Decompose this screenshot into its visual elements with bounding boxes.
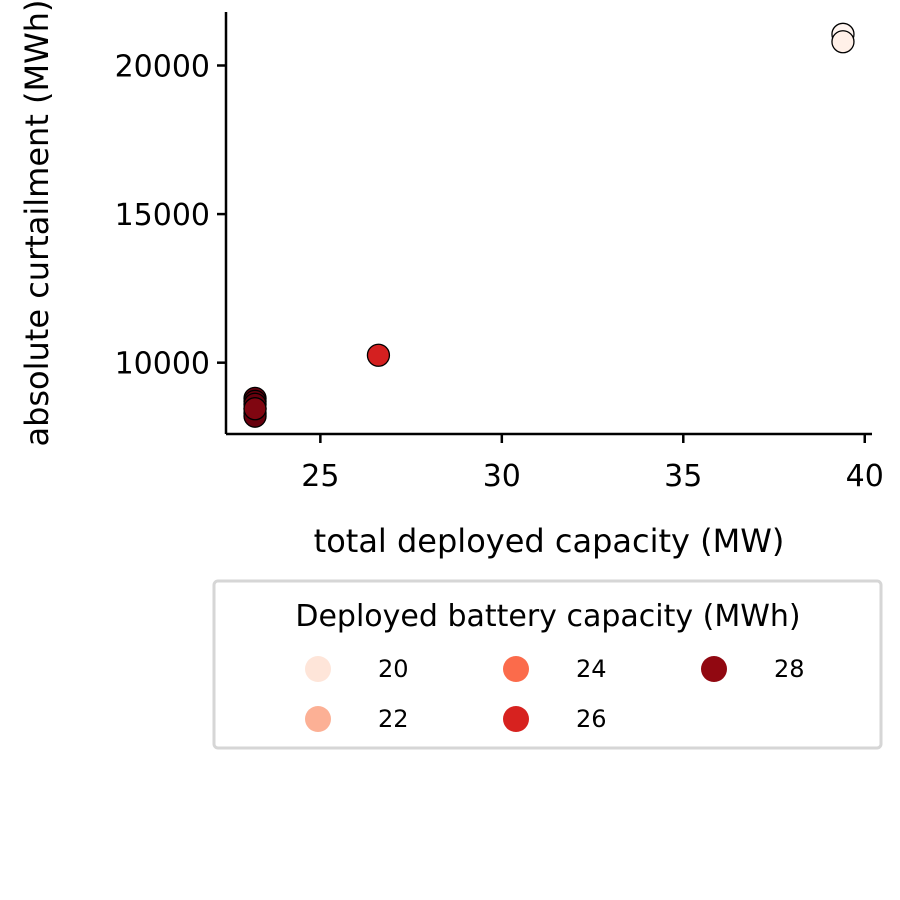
- y-ticks: 10000 15000 20000: [115, 49, 226, 382]
- legend-label: 20: [378, 655, 409, 683]
- legend-marker: [503, 656, 529, 682]
- legend-label: 28: [774, 655, 805, 683]
- legend-entries: 20 22 24 26 28: [305, 655, 805, 733]
- y-tick-label: 15000: [115, 198, 210, 233]
- x-tick-label: 30: [483, 459, 521, 494]
- legend-box: [212, 579, 883, 750]
- y-tick-label: 10000: [115, 347, 210, 382]
- legend-label: 24: [576, 655, 607, 683]
- legend-marker: [305, 706, 331, 732]
- legend: Deployed battery capacity (MWh) 20 22 24 26…: [212, 579, 883, 750]
- data-point: [366, 343, 391, 367]
- legend-label: 26: [576, 705, 607, 733]
- data-points: [243, 22, 855, 428]
- legend-title: Deployed battery capacity (MWh): [295, 599, 800, 634]
- x-tick-label: 35: [664, 459, 702, 494]
- x-tick-label: 40: [846, 459, 884, 494]
- data-point: [243, 397, 267, 421]
- legend-marker: [701, 656, 727, 682]
- axes: [224, 12, 872, 436]
- x-tick-label: 25: [301, 459, 339, 494]
- data-point: [831, 30, 855, 54]
- y-tick-label: 20000: [115, 49, 210, 84]
- x-ticks: 25 30 35 40: [301, 434, 884, 494]
- legend-label: 22: [378, 705, 409, 733]
- y-axis-title: absolute curtailment (MWh): [18, 0, 56, 447]
- legend-marker: [305, 656, 331, 682]
- x-axis-title: total deployed capacity (MW): [314, 522, 785, 560]
- legend-marker: [503, 706, 529, 732]
